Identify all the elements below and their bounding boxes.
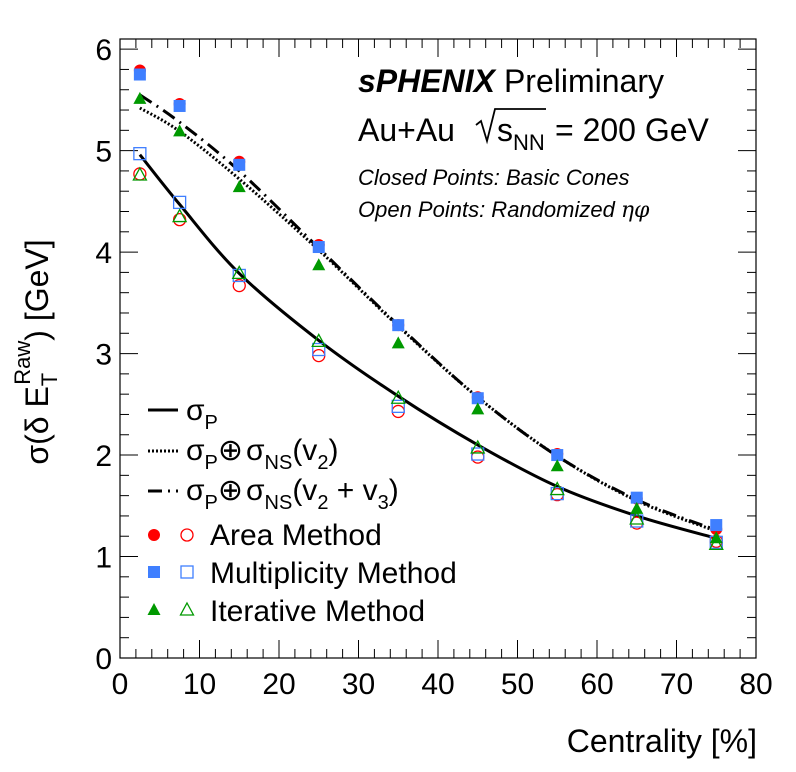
- marker-square-open: [471, 447, 485, 461]
- y-axis-title-sup: Raw: [10, 341, 35, 385]
- x-tick-label: 60: [580, 668, 613, 701]
- marker-triangle-closed: [173, 124, 187, 137]
- sqrt-s-subscript: NN: [513, 130, 545, 155]
- legend-label-sigma-v2v3: σP⊕ σNS(v2 + v3): [186, 474, 399, 514]
- experiment-name: sPHENIX: [358, 63, 497, 99]
- marker-square-closed: [392, 319, 405, 332]
- marker-square-open: [133, 147, 147, 161]
- curve-solid: [138, 153, 717, 540]
- y-tick-labels: 0 1 2 3 4 5 6: [95, 34, 112, 676]
- marker-square-closed: [710, 519, 723, 532]
- marker-triangle-open: [132, 166, 148, 181]
- y-tick-label: 4: [95, 237, 112, 270]
- marker-triangle-closed: [232, 180, 246, 193]
- marker-triangle-closed: [391, 336, 405, 349]
- x-tick-labels: 0 10 20 30 40 50 60 70 80: [112, 668, 773, 701]
- legend-marker-area-closed: [148, 529, 160, 541]
- marker-triangle-open: [390, 389, 406, 404]
- marker-square-closed: [630, 491, 643, 504]
- legend-label-sigma-p: σP: [186, 394, 218, 434]
- marker-triangle-closed: [709, 531, 723, 544]
- marker-triangle-open: [172, 208, 188, 223]
- marker-triangle-open: [708, 535, 724, 550]
- legend-label-area: Area Method: [210, 519, 382, 552]
- legend-label-multiplicity: Multiplicity Method: [210, 557, 457, 590]
- marker-triangle-open: [549, 481, 565, 496]
- y-tick-label: 3: [95, 339, 112, 372]
- experiment-status: Preliminary: [504, 63, 664, 99]
- annotation-open-points: Open Points: Randomized ηφ: [358, 197, 650, 223]
- y-axis-title-sub: T: [37, 373, 62, 386]
- marker-triangle-closed: [471, 402, 485, 415]
- marker-square-closed: [233, 158, 246, 171]
- marker-square-closed: [312, 241, 325, 254]
- marker-square-closed: [173, 99, 186, 112]
- marker-square-open: [232, 268, 246, 283]
- open-points-label: Open Points: Randomized: [358, 197, 616, 222]
- y-tick-label: 1: [95, 542, 112, 575]
- marker-triangle-open: [231, 265, 247, 280]
- x-axis-title: Centrality [%]: [567, 723, 757, 759]
- annotation-collision: Au+Au: [358, 112, 455, 148]
- x-tick-label: 50: [501, 668, 534, 701]
- legend-label-sigma-v2: σP⊕ σNS(v2): [186, 434, 338, 474]
- axis-ticks: [119, 39, 757, 659]
- data-markers: [132, 64, 724, 550]
- legend-marker-multiplicity-closed: [148, 566, 160, 578]
- legend-marker-iterative-closed: [147, 603, 161, 615]
- y-tick-label: 2: [95, 440, 112, 473]
- y-tick-label: 5: [95, 136, 112, 169]
- legend-marker-area-open: [180, 528, 194, 542]
- x-tick-label: 80: [739, 668, 772, 701]
- annotation-energy: = 200 GeV: [555, 112, 710, 148]
- annotation-sqrt-s: sNN: [497, 112, 545, 155]
- y-tick-label: 6: [95, 34, 112, 67]
- marker-triangle-closed: [630, 501, 644, 514]
- marker-square-open: [630, 514, 644, 528]
- marker-square-closed: [551, 449, 564, 462]
- legend: σP σP⊕ σNS(v2) σP⊕ σNS(v2 + v3) Area Metho…: [147, 394, 457, 628]
- x-tick-label: 10: [183, 668, 216, 701]
- marker-triangle-open: [629, 510, 645, 525]
- x-tick-label: 30: [342, 668, 375, 701]
- annotation-closed-points: Closed Points: Basic Cones: [358, 165, 629, 190]
- y-tick-label: 0: [95, 643, 112, 676]
- legend-marker-iterative-open: [179, 601, 195, 616]
- marker-triangle-closed: [133, 91, 147, 104]
- marker-square-open: [312, 342, 326, 357]
- y-axis-title-suffix: ) [GeV]: [19, 239, 55, 340]
- y-axis-title-prefix: σ(δ E: [19, 386, 55, 464]
- marker-triangle-closed: [550, 459, 564, 472]
- x-tick-label: 20: [262, 668, 295, 701]
- open-points-symbols: ηφ: [621, 198, 650, 223]
- marker-triangle-open: [470, 439, 486, 454]
- marker-triangle-open: [311, 333, 327, 348]
- x-tick-label: 0: [112, 668, 129, 701]
- y-axis-title: σ(δ ETRaw) [GeV]: [10, 239, 62, 464]
- legend-label-iterative: Iterative Method: [210, 595, 425, 628]
- x-tick-label: 70: [660, 668, 693, 701]
- marker-triangle-closed: [312, 258, 326, 271]
- marker-circle-open: [232, 278, 246, 293]
- annotation-experiment: sPHENIX Preliminary: [358, 63, 664, 99]
- marker-square-closed: [133, 68, 146, 81]
- legend-marker-multiplicity-open: [180, 565, 194, 579]
- x-tick-label: 40: [421, 668, 454, 701]
- marker-square-closed: [471, 392, 484, 405]
- marker-square-open: [391, 399, 405, 413]
- sqrt-sign: [475, 108, 546, 145]
- sqrt-s-symbol: s: [497, 112, 513, 148]
